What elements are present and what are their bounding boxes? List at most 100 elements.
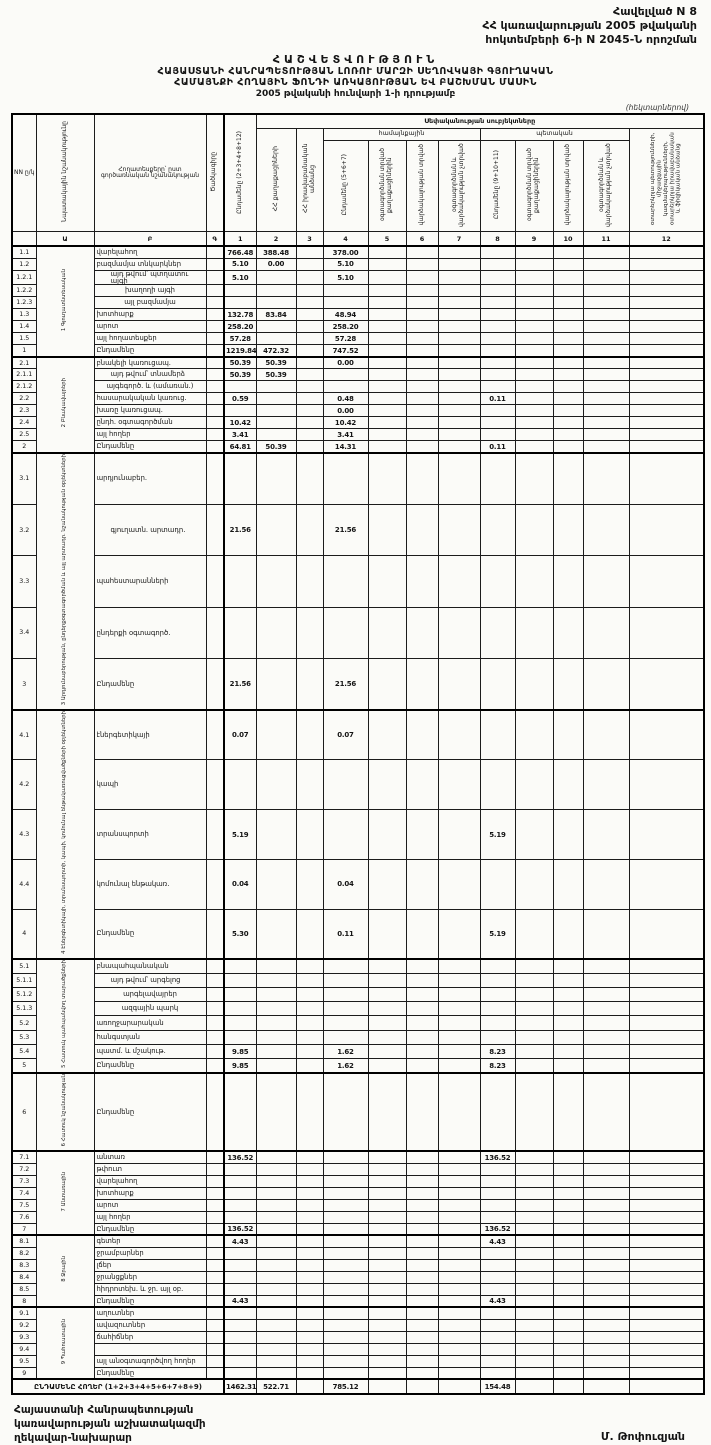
value-cell [437,296,481,310]
value-cell [582,1366,630,1380]
value-cell [514,709,554,761]
code-cell [205,257,225,271]
value-cell [367,1210,407,1224]
land-type-label: թփուտ [93,1162,207,1176]
row-number: 4.4 [11,858,37,910]
table-row: 1.2.1 այդ թվում՝ պտղատու այգի 5.10 5.10 [11,269,705,286]
value-cell [295,972,324,988]
value-cell [437,368,481,382]
value-cell [367,404,407,418]
value-cell [223,986,257,1003]
value-cell [479,957,516,974]
value-cell [437,245,481,259]
row-number: 7.3 [11,1174,37,1188]
land-type-label: այլ բազմամյա [93,296,207,310]
value-cell [367,1198,407,1212]
land-type-label: Ընդամենը [93,344,207,358]
value-cell [552,709,584,761]
value-cell [552,332,584,346]
row-number: 8.4 [11,1270,37,1284]
code-cell [205,1058,225,1074]
value-cell [514,1342,554,1356]
value-cell [628,245,705,259]
land-type-label: կոմունալ ենթակառ. [93,858,207,910]
header-total-1: Ընդամենը (2+3+4+8+12) [223,113,257,233]
value-cell [367,269,407,286]
table-row: 7 Ընդամենը 136.52 136.52 [11,1222,705,1236]
table-row: 2.1.1 այդ թվում՝ տնամերձ 50.39 50.39 [11,368,705,382]
value-cell [295,1058,324,1074]
header-group-community: համայնքային [322,128,481,142]
row-number: 4 [11,908,37,960]
value-cell [582,1043,630,1060]
value-cell [367,1043,407,1060]
value-cell [367,1234,407,1248]
value-cell [255,428,297,442]
value-cell [437,404,481,418]
header-purpose: Նպատակային նշանակությունը [35,113,95,233]
value-cell [322,1366,369,1380]
value-cell [405,1330,439,1344]
value-cell [405,1342,439,1356]
value-cell [367,1318,407,1332]
row-number: 7.1 [11,1150,37,1164]
value-cell: 64.81 [223,440,257,454]
value-cell [437,1258,481,1272]
value-cell [514,308,554,322]
value-cell [255,416,297,430]
value-cell [552,1246,584,1260]
grand-total-row: ԸՆԴԱՄԵՆԸ ՀՈՂԵՐ (1+2+3+4+5+6+7+8+9) 1462.3… [11,1378,705,1395]
org-line-2: կառավարության աշխատակազմի [14,1417,206,1430]
value-cell [582,1174,630,1188]
table-row: 3.2 գյուղատն. արտադր. 21.56 21.56 [11,503,705,557]
title-line-3: ՀԱՄԱՅՆՔԻ ՀՈՂԱՅԻՆ ՖՈՆԴԻ ԱՌԿԱՅՈՒԹՅԱՆ ԵՎ ԲԱ… [174,77,537,89]
value-cell [437,1071,481,1152]
value-cell [514,908,554,960]
land-type-label: ճահիճներ [93,1330,207,1344]
value-cell [367,284,407,298]
value-cell [582,972,630,988]
value-cell [479,344,516,358]
table-row: 4 Ընդամենը 5.30 0.11 5.19 [11,908,705,960]
value-cell [628,1058,705,1074]
value-cell [582,1186,630,1200]
value-cell [223,1366,257,1380]
code-cell [205,269,225,286]
table-body: 1.1 1 Գյուղատնտեսական վարելահող 766.48 388.4… [11,245,705,1395]
value-cell [405,1150,439,1164]
value-cell: 3.41 [322,428,369,442]
value-cell: 766.48 [223,245,257,259]
value-cell [367,368,407,382]
value-cell [223,1354,257,1368]
section-label: 7 Անտառային [35,1150,95,1236]
value-cell [322,1174,369,1188]
value-cell: 0.11 [479,392,516,406]
table-row: 3.3 պահեստարանների [11,555,705,608]
value-cell [255,1001,297,1017]
section-label: 5 Հատուկ պահպանվող տարածքների [35,957,95,1074]
col-index: 3 [295,231,324,248]
value-cell [479,1306,516,1320]
value-cell [255,1058,297,1074]
value-cell [628,1318,705,1332]
value-cell [479,503,516,557]
land-type-label: աղուտներ [93,1306,207,1320]
value-cell [367,1071,407,1152]
code-cell [205,1306,225,1320]
value-cell [295,1029,324,1045]
value-cell [405,606,439,660]
value-cell: 5.19 [479,908,516,960]
value-cell [479,320,516,334]
row-number: 7.5 [11,1198,37,1212]
value-cell: 57.28 [322,332,369,346]
value-cell [437,1318,481,1332]
table-row: 1.1 1 Գյուղատնտեսական վարելահող 766.48 388.4… [11,245,705,358]
value-cell [405,1270,439,1284]
value-cell: 57.28 [223,332,257,346]
value-cell [552,344,584,358]
value-cell [405,416,439,430]
value-cell [405,1306,439,1320]
value-cell [479,332,516,346]
value-cell [628,1043,705,1060]
value-cell: 14.31 [322,440,369,454]
